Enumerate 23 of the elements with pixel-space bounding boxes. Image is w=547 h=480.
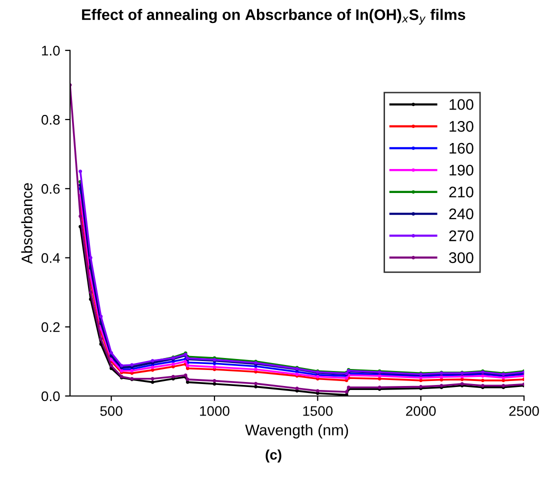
- y-tick-label: 0.8: [42, 114, 60, 125]
- legend-label: 130: [450, 120, 474, 132]
- legend-label: 100: [450, 99, 474, 110]
- legend-label: 190: [450, 164, 474, 176]
- y-axis-title: Absorbance: [21, 183, 32, 264]
- legend-label: 210: [449, 186, 474, 198]
- x-tick-label: 1500: [303, 406, 333, 416]
- y-tick-label: 0.0: [42, 391, 60, 402]
- x-tick-label: 2000: [406, 406, 436, 416]
- x-tick-label: 1000: [200, 406, 230, 416]
- x-tick-label: 2500: [509, 406, 539, 416]
- legend-label: 160: [450, 142, 474, 154]
- chart-title: Effect of annealing on Abscrbance of In(OH)$_{x}$S$_{y}$ films: [82, 8, 466, 25]
- y-tick-label: 0.2: [42, 322, 60, 332]
- y-tick-label: 0.6: [42, 184, 60, 194]
- x-axis-title: Wavength (nm): [245, 424, 348, 438]
- legend-label: 300: [449, 252, 474, 264]
- legend-label: 240: [449, 208, 474, 220]
- text: (c): [266, 450, 282, 462]
- y-tick-label: 1.0: [42, 46, 60, 56]
- x-tick-label: 500: [100, 406, 122, 416]
- y-tick-label: 0.4: [42, 253, 60, 263]
- legend-label: 270: [449, 230, 474, 242]
